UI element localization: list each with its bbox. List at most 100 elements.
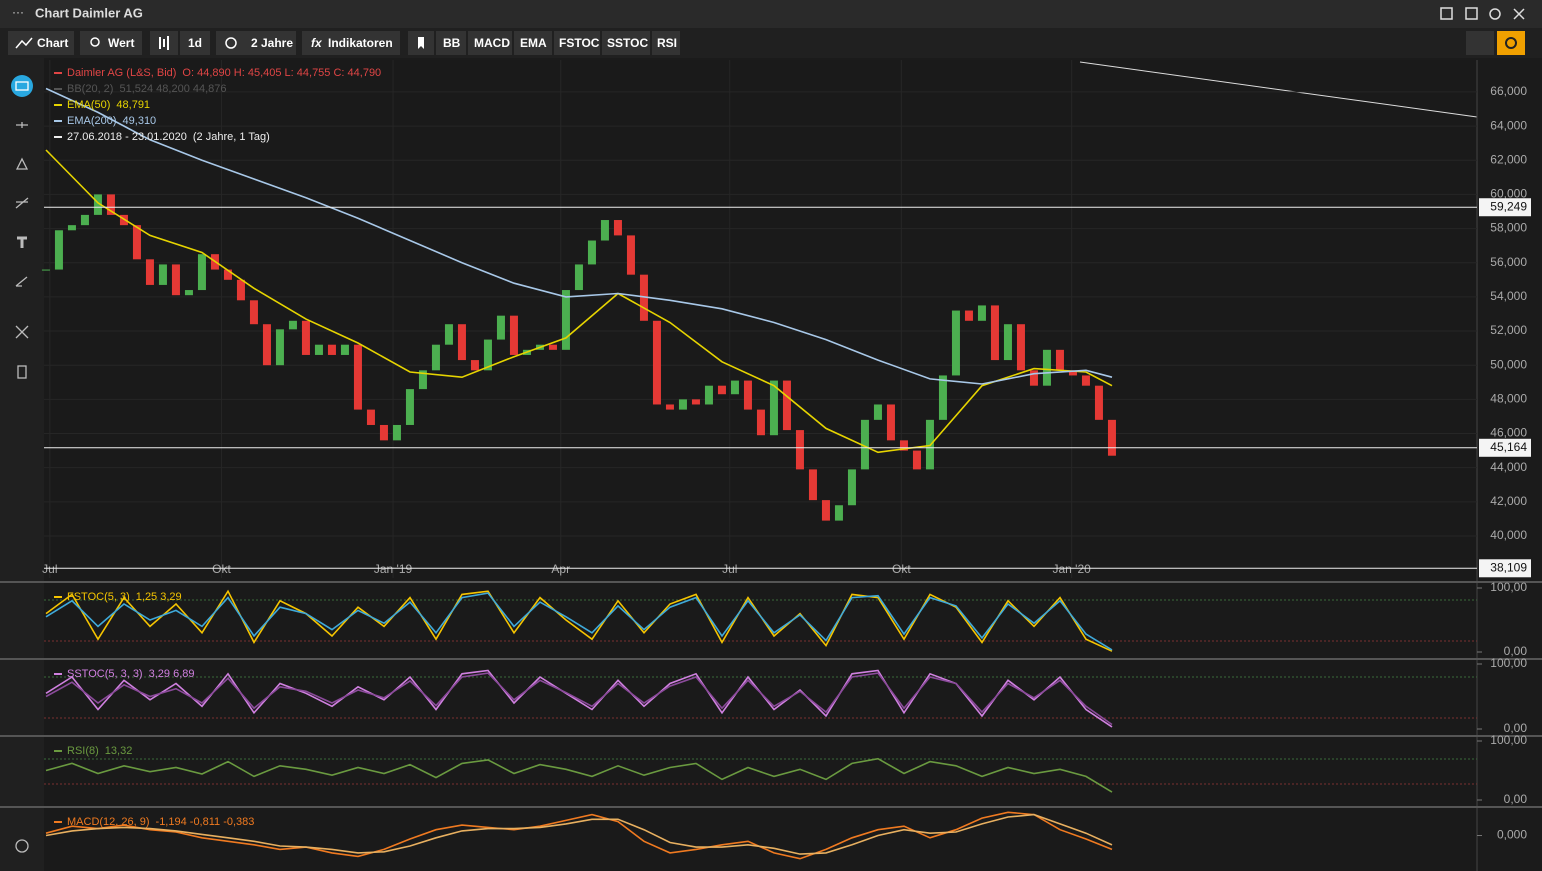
candle xyxy=(496,315,505,340)
series-line xyxy=(45,149,1113,454)
btn-fstoc[interactable] xyxy=(554,31,600,55)
panel-swatch xyxy=(54,750,62,752)
x-tick-label: Jan '20 xyxy=(1052,562,1091,576)
title-bar xyxy=(0,0,1542,28)
y-tick-label: 46,000 xyxy=(1490,426,1527,440)
candle xyxy=(366,409,375,425)
toolbar-label: SSTOC xyxy=(607,36,648,50)
candle xyxy=(509,315,518,355)
btn-chart[interactable] xyxy=(8,31,74,55)
y-tick-label: 64,000 xyxy=(1490,118,1527,132)
series-line xyxy=(45,87,1113,385)
panel-name: RSI(8) xyxy=(67,745,99,757)
y-tick-label: 100,00 xyxy=(1490,656,1527,670)
tool-fib[interactable] xyxy=(15,197,29,209)
x-tick-label: Jul xyxy=(722,562,737,576)
y-tick-label: 0,000 xyxy=(1497,828,1527,842)
close[interactable] xyxy=(1513,8,1525,20)
legend-entry: EMA(200) 49,310 xyxy=(67,115,156,127)
btn-sstoc[interactable] xyxy=(602,31,650,55)
candle xyxy=(184,290,193,296)
x-tick-label: Okt xyxy=(892,562,911,576)
panel-values: 3,29 6,89 xyxy=(149,668,195,680)
legend-swatch xyxy=(54,104,62,106)
panel-values: 1,25 3,29 xyxy=(136,591,182,603)
candle xyxy=(730,380,739,395)
window-controls xyxy=(1440,7,1525,20)
toolbar-label: FSTOC xyxy=(559,36,600,50)
candle xyxy=(457,324,466,361)
trend-line xyxy=(1079,61,1478,118)
legend-name: EMA(200) xyxy=(67,115,117,127)
panel-label: SSTOC(5, 3, 3) 3,29 6,89 xyxy=(67,668,194,680)
candle xyxy=(262,324,271,366)
legend-value: O: 44,890 H: 45,405 L: 44,755 C: 44,790 xyxy=(182,67,381,79)
candle xyxy=(106,194,115,215)
y-tick-label: 62,000 xyxy=(1490,152,1527,166)
series-line xyxy=(45,672,1113,726)
popout[interactable] xyxy=(1465,7,1478,20)
y-tick-label: 42,000 xyxy=(1490,494,1527,508)
candle xyxy=(301,320,310,355)
sidebar xyxy=(0,58,44,871)
menu-dots[interactable]: ··· xyxy=(12,5,24,19)
tool-pen[interactable] xyxy=(15,276,28,287)
btn-1d[interactable] xyxy=(180,31,210,55)
tool-cursor[interactable] xyxy=(11,75,33,97)
btn-ema[interactable] xyxy=(514,31,552,55)
btn-settings[interactable] xyxy=(1497,31,1525,55)
btn-bb[interactable] xyxy=(436,31,466,55)
legend-entry: Daimler AG (L&S, Bid) O: 44,890 H: 45,405… xyxy=(67,67,381,79)
btn-rsi[interactable] xyxy=(652,31,680,55)
record[interactable] xyxy=(1489,8,1501,20)
tool-text[interactable] xyxy=(17,236,27,248)
toolbar-label: 1d xyxy=(188,36,202,50)
btn-indikatoren[interactable] xyxy=(302,31,400,55)
level-label: 45,164 xyxy=(1490,440,1527,454)
window-title: Chart Daimler AG xyxy=(35,5,143,20)
legend-swatch xyxy=(54,72,62,74)
candle xyxy=(990,305,999,361)
candle xyxy=(561,290,570,350)
candle xyxy=(483,339,492,371)
y-tick-label: 56,000 xyxy=(1490,255,1527,269)
x-tick-label: Jul xyxy=(42,562,57,576)
btn-macd[interactable] xyxy=(468,31,512,55)
legend-value: 51,524 48,200 44,876 xyxy=(119,83,226,95)
candle xyxy=(795,430,804,470)
candle xyxy=(444,324,453,345)
candle xyxy=(1094,385,1103,420)
tool-line[interactable] xyxy=(16,122,28,128)
expand[interactable] xyxy=(1440,7,1453,20)
legend-swatch xyxy=(54,120,62,122)
toolbar-buttons: fx Chart Wert 1d 2 Jahre Indikatoren BB … xyxy=(8,31,1525,55)
y-tick-label: 50,000 xyxy=(1490,357,1527,371)
level-tag xyxy=(1479,559,1531,578)
candle xyxy=(743,380,752,410)
candle xyxy=(236,279,245,301)
legend-entry: 27.06.2018 - 23.01.2020 (2 Jahre, 1 Tag) xyxy=(67,131,270,143)
btn-range[interactable] xyxy=(216,31,296,55)
candle xyxy=(587,240,596,265)
panel-label: MACD(12, 26, 9) -1,194 -0,811 -0,383 xyxy=(67,816,254,828)
btn-wert[interactable] xyxy=(80,31,142,55)
legend-value: 48,791 xyxy=(116,99,150,111)
tool-trash[interactable] xyxy=(17,365,27,379)
series-line xyxy=(45,757,1113,793)
candle xyxy=(314,344,323,355)
candle xyxy=(626,235,635,275)
candle xyxy=(873,404,882,420)
tool-theme[interactable] xyxy=(15,839,29,853)
tool-tools[interactable] xyxy=(15,325,29,339)
candle xyxy=(886,404,895,441)
toolbar-label: Wert xyxy=(108,36,134,50)
candle-icon xyxy=(159,36,169,50)
candle xyxy=(275,329,284,366)
candle xyxy=(67,225,76,231)
btn-magic[interactable] xyxy=(1466,31,1494,55)
tool-shape[interactable] xyxy=(15,157,29,170)
series-line xyxy=(45,589,1113,652)
x-tick-label: Okt xyxy=(212,562,231,576)
candle xyxy=(938,375,947,420)
candle xyxy=(665,404,674,410)
